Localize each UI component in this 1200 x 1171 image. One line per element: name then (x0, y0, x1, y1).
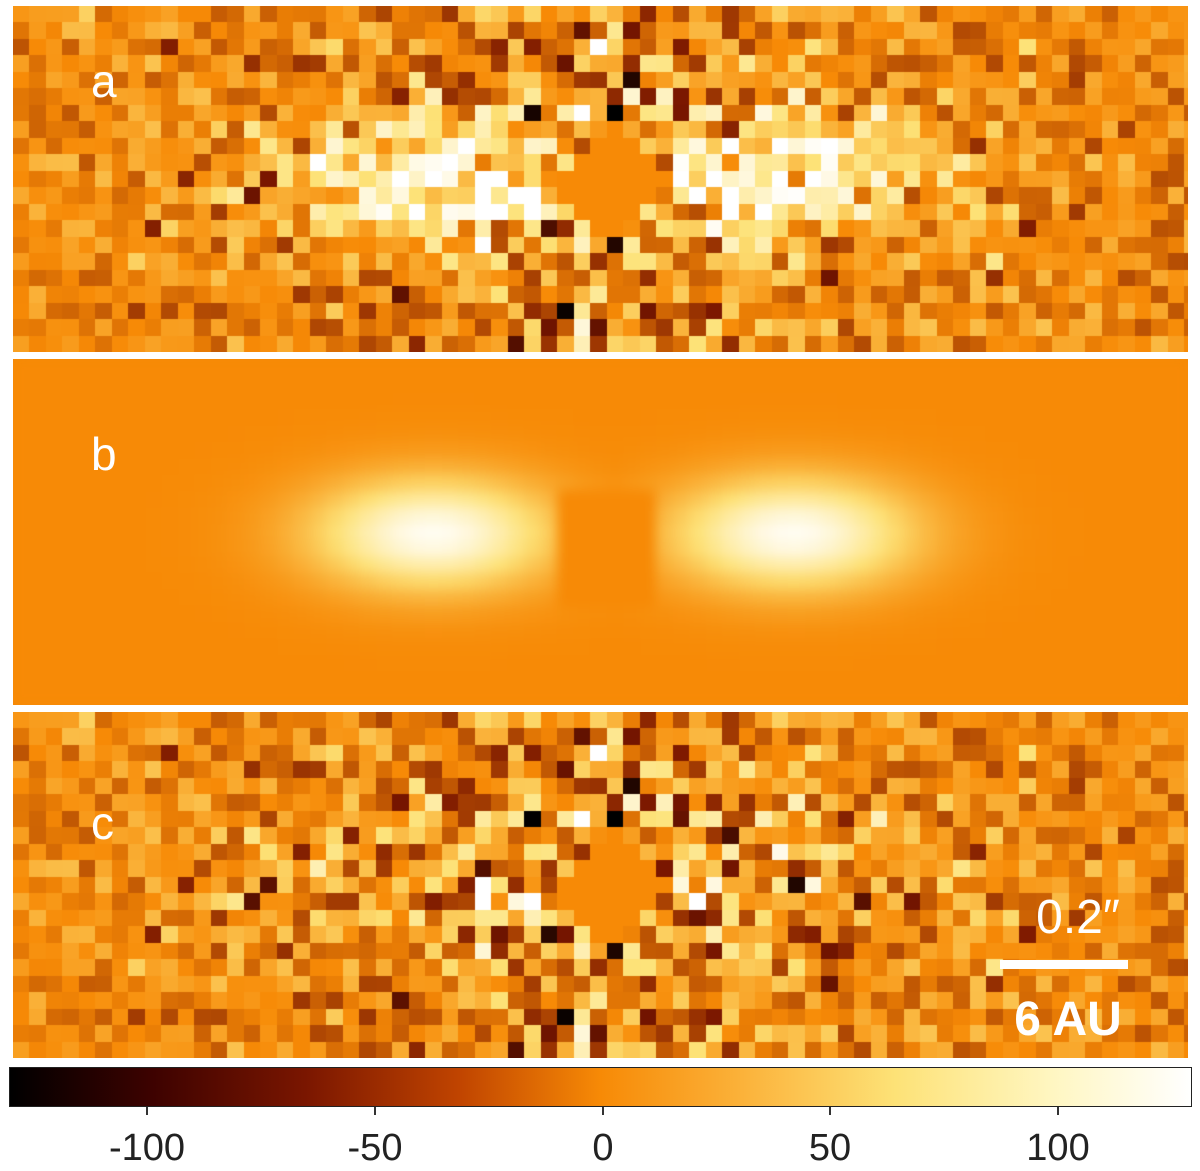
panel-b: b (13, 359, 1188, 705)
panel-c: c 0.2″ 6 AU (13, 712, 1188, 1058)
colorbar (9, 1067, 1192, 1107)
panel-c-image (13, 712, 1188, 1058)
panel-a: a (13, 6, 1188, 352)
colorbar-tick (374, 1107, 376, 1115)
colorbar-ticks: -100 -50 0 50 100 (0, 1107, 1200, 1171)
colorbar-tick (602, 1107, 604, 1115)
colorbar-tick (1057, 1107, 1059, 1115)
panel-a-image (13, 6, 1188, 352)
colorbar-tick-label: 0 (592, 1127, 614, 1169)
colorbar-tick (146, 1107, 148, 1115)
colorbar-tick (829, 1107, 831, 1115)
panel-b-image (13, 359, 1188, 705)
colorbar-tick-label: -50 (347, 1127, 403, 1169)
panel-b-label: b (91, 428, 117, 480)
colorbar-tick-label: -100 (108, 1127, 186, 1169)
panel-c-label: c (91, 797, 114, 849)
panel-a-label: a (91, 55, 117, 107)
colorbar-tick-label: 100 (1026, 1127, 1090, 1169)
colorbar-tick-label: 50 (808, 1127, 852, 1169)
